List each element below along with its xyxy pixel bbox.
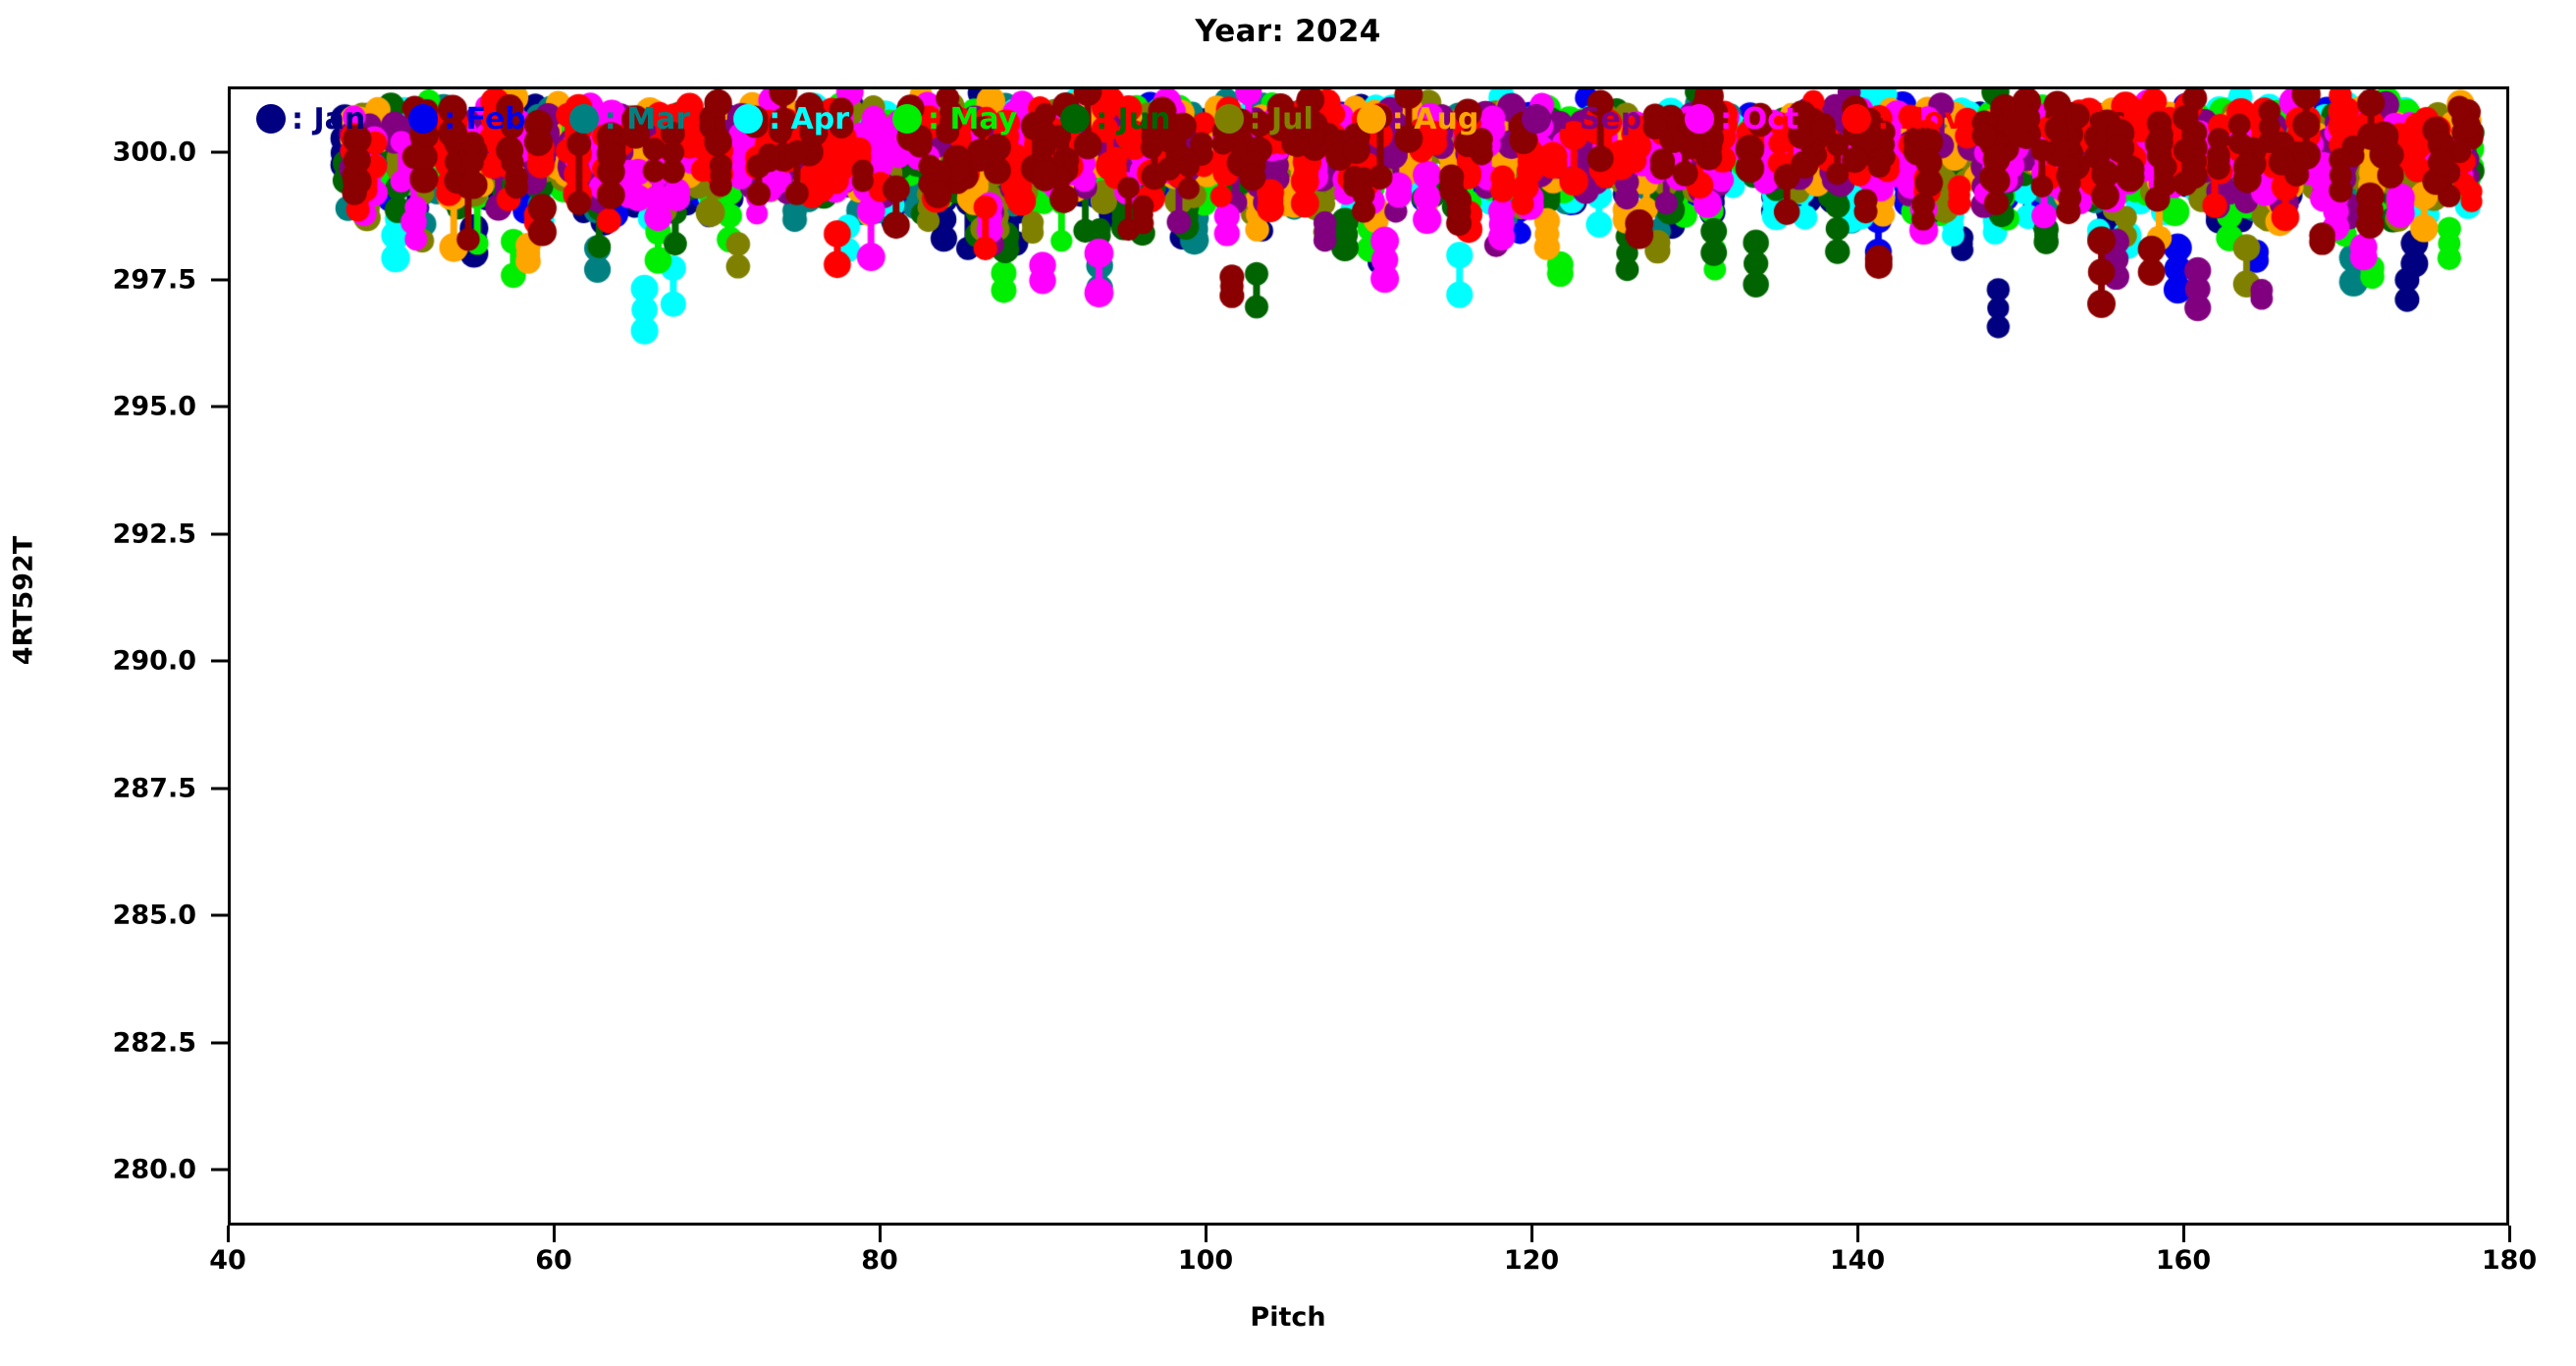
y-tick-mark bbox=[211, 405, 228, 409]
x-tick-mark bbox=[2182, 1226, 2185, 1242]
x-tick-mark bbox=[1530, 1226, 1533, 1242]
x-axis-label: Pitch bbox=[1250, 1302, 1326, 1333]
y-tick-label: 290.0 bbox=[112, 645, 196, 677]
y-tick-mark bbox=[211, 278, 228, 282]
y-axis-label: 4RT592T bbox=[8, 535, 39, 666]
y-tick-mark bbox=[211, 1041, 228, 1045]
x-tick-label: 180 bbox=[2481, 1245, 2538, 1276]
plot-area: : Jan: Feb: Mar: Apr: May: Jun: Jul: Aug… bbox=[228, 86, 2509, 1226]
y-tick-label: 300.0 bbox=[112, 137, 196, 168]
y-tick-label: 297.5 bbox=[112, 264, 196, 296]
scatter-data-layer bbox=[231, 89, 2506, 1223]
x-tick-mark bbox=[879, 1226, 882, 1242]
x-tick-mark bbox=[1205, 1226, 1208, 1242]
y-tick-mark bbox=[211, 532, 228, 536]
y-tick-mark bbox=[211, 659, 228, 663]
y-tick-label: 295.0 bbox=[112, 391, 196, 422]
y-tick-label: 282.5 bbox=[112, 1027, 196, 1059]
y-tick-label: 287.5 bbox=[112, 773, 196, 804]
x-tick-mark bbox=[2508, 1226, 2511, 1242]
chart-title: Year: 2024 bbox=[1195, 14, 1381, 49]
y-tick-mark bbox=[211, 913, 228, 917]
x-tick-mark bbox=[1856, 1226, 1859, 1242]
x-tick-label: 120 bbox=[1503, 1245, 1560, 1276]
y-tick-mark bbox=[211, 787, 228, 791]
y-tick-label: 280.0 bbox=[112, 1154, 196, 1185]
x-tick-label: 40 bbox=[209, 1245, 246, 1276]
x-tick-mark bbox=[227, 1226, 230, 1242]
x-tick-label: 60 bbox=[535, 1245, 572, 1276]
y-tick-mark bbox=[211, 1168, 228, 1172]
y-tick-mark bbox=[211, 150, 228, 154]
x-tick-label: 160 bbox=[2155, 1245, 2212, 1276]
x-tick-label: 100 bbox=[1177, 1245, 1234, 1276]
y-tick-label: 285.0 bbox=[112, 900, 196, 931]
x-tick-label: 80 bbox=[861, 1245, 898, 1276]
x-tick-label: 140 bbox=[1829, 1245, 1886, 1276]
y-tick-label: 292.5 bbox=[112, 519, 196, 550]
x-tick-mark bbox=[553, 1226, 556, 1242]
